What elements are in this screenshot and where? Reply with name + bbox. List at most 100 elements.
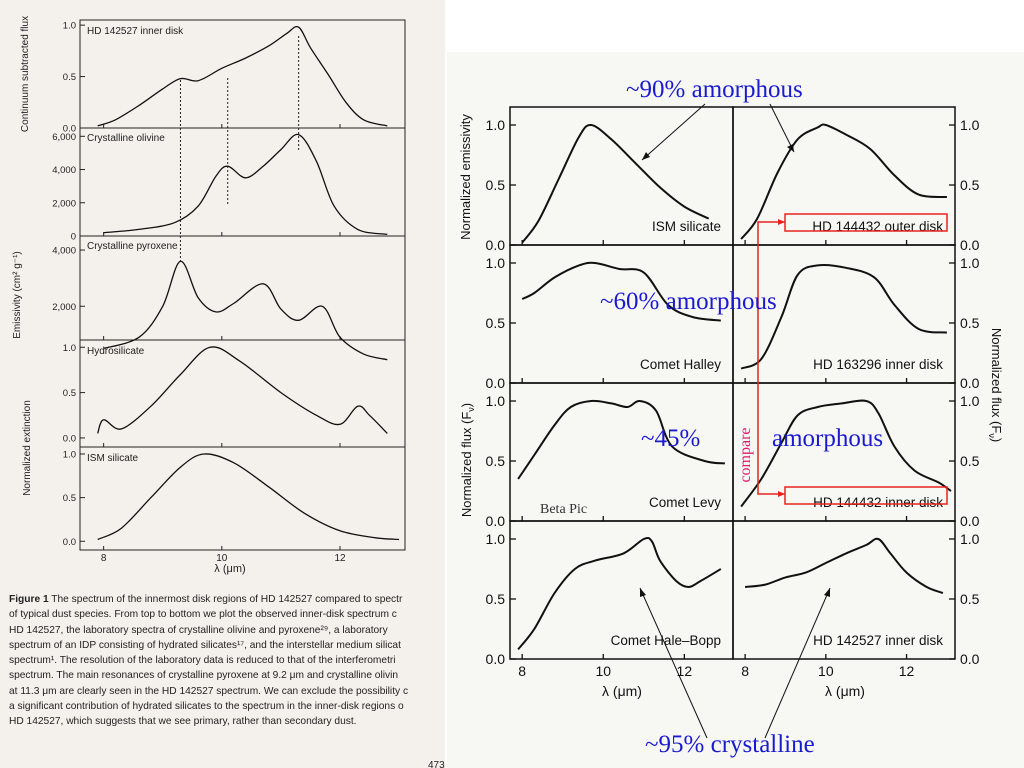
- right-ytick-label-right: 1.0: [960, 393, 980, 409]
- left-curve-ism-silicate: [97, 453, 400, 541]
- right-xtick-label-8: 8: [518, 663, 526, 679]
- caption-line-5: spectrum¹. The resolution of the laborat…: [9, 655, 396, 667]
- left-frames: [79, 19, 406, 551]
- left-curve-crystalline-olivine: [103, 133, 388, 235]
- right-ytick-label-left: 0.0: [486, 513, 506, 529]
- right-ytick-label-left: 1.0: [486, 255, 506, 271]
- caption-title: Figure 1: [9, 594, 49, 605]
- annotations: ~90% amorphous ~60% amorphous ~45% amorp…: [540, 76, 948, 758]
- right-curve-hd-142527-inner-disk: [744, 537, 944, 594]
- right-xtick-label-10: 10: [595, 663, 611, 679]
- left-ytick-label-hydrosilicate: 0.0: [63, 433, 76, 444]
- compare-arrow-top: [778, 219, 785, 225]
- right-ytick-label-left: 0.0: [486, 237, 506, 253]
- caption-line-8: a significant contribution of hydrated s…: [9, 701, 404, 713]
- right-ytick-label-right: 0.0: [960, 651, 980, 667]
- arrow-90-to-outer-disk-head: [787, 144, 794, 152]
- right-figure-background: [447, 52, 1024, 768]
- left-ytick-label-ism-silicate: 0.0: [63, 537, 76, 548]
- right-ytick-label-left: 0.0: [486, 375, 506, 391]
- left-text: 0.0 0.5 1.0 HD 142527 inner disk 0 2,000 4,000…: [20, 16, 346, 564]
- right-panel-label-hd-163296-inner-disk: HD 163296 inner disk: [813, 357, 943, 372]
- right-panel-label-hd-144432-inner-disk: HD 144432 inner disk: [813, 495, 943, 510]
- flux-left-label-close: ): [459, 403, 474, 407]
- right-ytick-label-left: 1.0: [486, 531, 506, 547]
- annotation-95-crystalline: ~95% crystalline: [645, 731, 815, 758]
- left-ytick-label-hydrosilicate: 0.5: [63, 388, 76, 399]
- left-ytick-label-hd-142527-inner-disk: 0.0: [63, 124, 76, 135]
- right-panel-label-ism-silicate: ISM silicate: [652, 219, 721, 234]
- left-panel-label-ism-silicate: ISM silicate: [87, 453, 139, 464]
- left-xtick-label-8: 8: [101, 553, 107, 564]
- figure-caption: Figure 1 The spectrum of the innermost d…: [9, 592, 441, 730]
- arrow-95-to-hd142527: [764, 587, 831, 739]
- arrow-95-to-hd142527-head: [824, 588, 830, 597]
- left-curves: [97, 26, 400, 541]
- emissivity-axis-label: Emissivity (cm² g⁻¹): [12, 251, 23, 339]
- right-ytick-label-left: 1.0: [486, 393, 506, 409]
- right-ytick-label-left: 0.5: [486, 591, 506, 607]
- flux-left-label-text: Normalized flux (F: [459, 412, 474, 518]
- left-xtick-label-10: 10: [216, 553, 228, 564]
- left-panel-label-hydrosilicate: Hydrosilicate: [87, 346, 145, 357]
- right-ytick-label-left: 0.0: [486, 651, 506, 667]
- right-curve-comet-halley: [521, 261, 721, 322]
- extinction-axis-label: Normalized extinction: [22, 400, 33, 496]
- right-ytick-label-right: 0.0: [960, 237, 980, 253]
- left-x-axis-label: λ (μm): [214, 563, 245, 575]
- right-ytick-label-right: 1.0: [960, 117, 980, 133]
- arrow-95-to-hale-bopp: [639, 587, 708, 739]
- normalized-flux-right-label: Normalized flux (Fν): [987, 328, 1004, 442]
- arrow-90-to-ism-head: [642, 152, 650, 160]
- left-ytick-label-ism-silicate: 1.0: [63, 449, 76, 460]
- left-xtick-label-12: 12: [334, 553, 346, 564]
- left-ytick-label-crystalline-pyroxene: 4,000: [52, 246, 76, 257]
- arrow-90-to-ism: [641, 103, 706, 161]
- right-panel-label-comet-halley: Comet Halley: [640, 357, 721, 372]
- right-x-axis-label-left: λ (μm): [602, 683, 642, 699]
- annotation-45-prefix: ~45%: [641, 425, 700, 452]
- right-ytick-label-right: 0.5: [960, 453, 980, 469]
- right-curve-hd-144432-outer-disk: [740, 123, 947, 240]
- left-top-ylabel: Continuum subtracted flux: [20, 16, 31, 132]
- right-ytick-label-right: 1.0: [960, 531, 980, 547]
- right-curve-comet-hale-bopp: [517, 536, 722, 651]
- right-ytick-label-left: 0.5: [486, 453, 506, 469]
- caption-line-7: at 11.3 μm are clearly seen in the HD 14…: [9, 685, 409, 697]
- caption-line-1: The spectrum of the innermost disk regio…: [51, 594, 403, 605]
- right-ytick-label-left: 0.5: [486, 315, 506, 331]
- compare-bracket: [757, 221, 785, 495]
- compare-label: compare: [737, 427, 754, 482]
- right-curve-hd-144432-inner-disk: [740, 399, 952, 508]
- right-panel-label-comet-levy: Comet Levy: [649, 495, 721, 510]
- left-curve-crystalline-pyroxene: [103, 260, 388, 361]
- right-panel-label-comet-hale-bopp: Comet Hale–Bopp: [611, 633, 721, 648]
- right-ytick-label-right: 0.5: [960, 591, 980, 607]
- left-figure: 0.0 0.5 1.0 HD 142527 inner disk 0 2,000 4,000…: [12, 16, 445, 768]
- right-curve-ism-silicate: [521, 123, 710, 244]
- left-panel-label-crystalline-pyroxene: Crystalline pyroxene: [87, 241, 178, 252]
- right-ytick-label-left: 1.0: [486, 117, 506, 133]
- right-x-axis-label-right: λ (μm): [825, 683, 865, 699]
- left-ytick-label-crystalline-olivine: 6,000: [52, 132, 76, 143]
- inner-disk-highlight-box: [784, 486, 948, 505]
- left-ytick-label-ism-silicate: 0.5: [63, 493, 76, 504]
- right-panel-frame-hd-142527-inner-disk: [732, 520, 956, 660]
- right-panel-label-hd-142527-inner-disk: HD 142527 inner disk: [813, 633, 943, 648]
- left-ytick-label-crystalline-olivine: 4,000: [52, 165, 76, 176]
- right-ytick-label-right: 0.5: [960, 177, 980, 193]
- right-xtick-label-12: 12: [899, 663, 915, 679]
- caption-line-2: of typical dust species. From top to bot…: [9, 609, 397, 621]
- right-curve-hd-163296-inner-disk: [740, 263, 948, 370]
- flux-left-label-subscript: ν: [466, 407, 476, 412]
- right-ytick-label-right: 0.0: [960, 513, 980, 529]
- caption-line-9: HD 142527, which suggests that we see pr…: [9, 716, 357, 728]
- left-panel-frame-ism-silicate: [79, 446, 406, 551]
- left-panel-label-hd-142527-inner-disk: HD 142527 inner disk: [87, 26, 184, 37]
- left-ytick-label-crystalline-olivine: 0: [71, 232, 76, 243]
- left-curve-hd-142527-inner-disk: [97, 26, 388, 127]
- right-ytick-label-left: 0.5: [486, 177, 506, 193]
- right-ytick-label-right: 0.0: [960, 375, 980, 391]
